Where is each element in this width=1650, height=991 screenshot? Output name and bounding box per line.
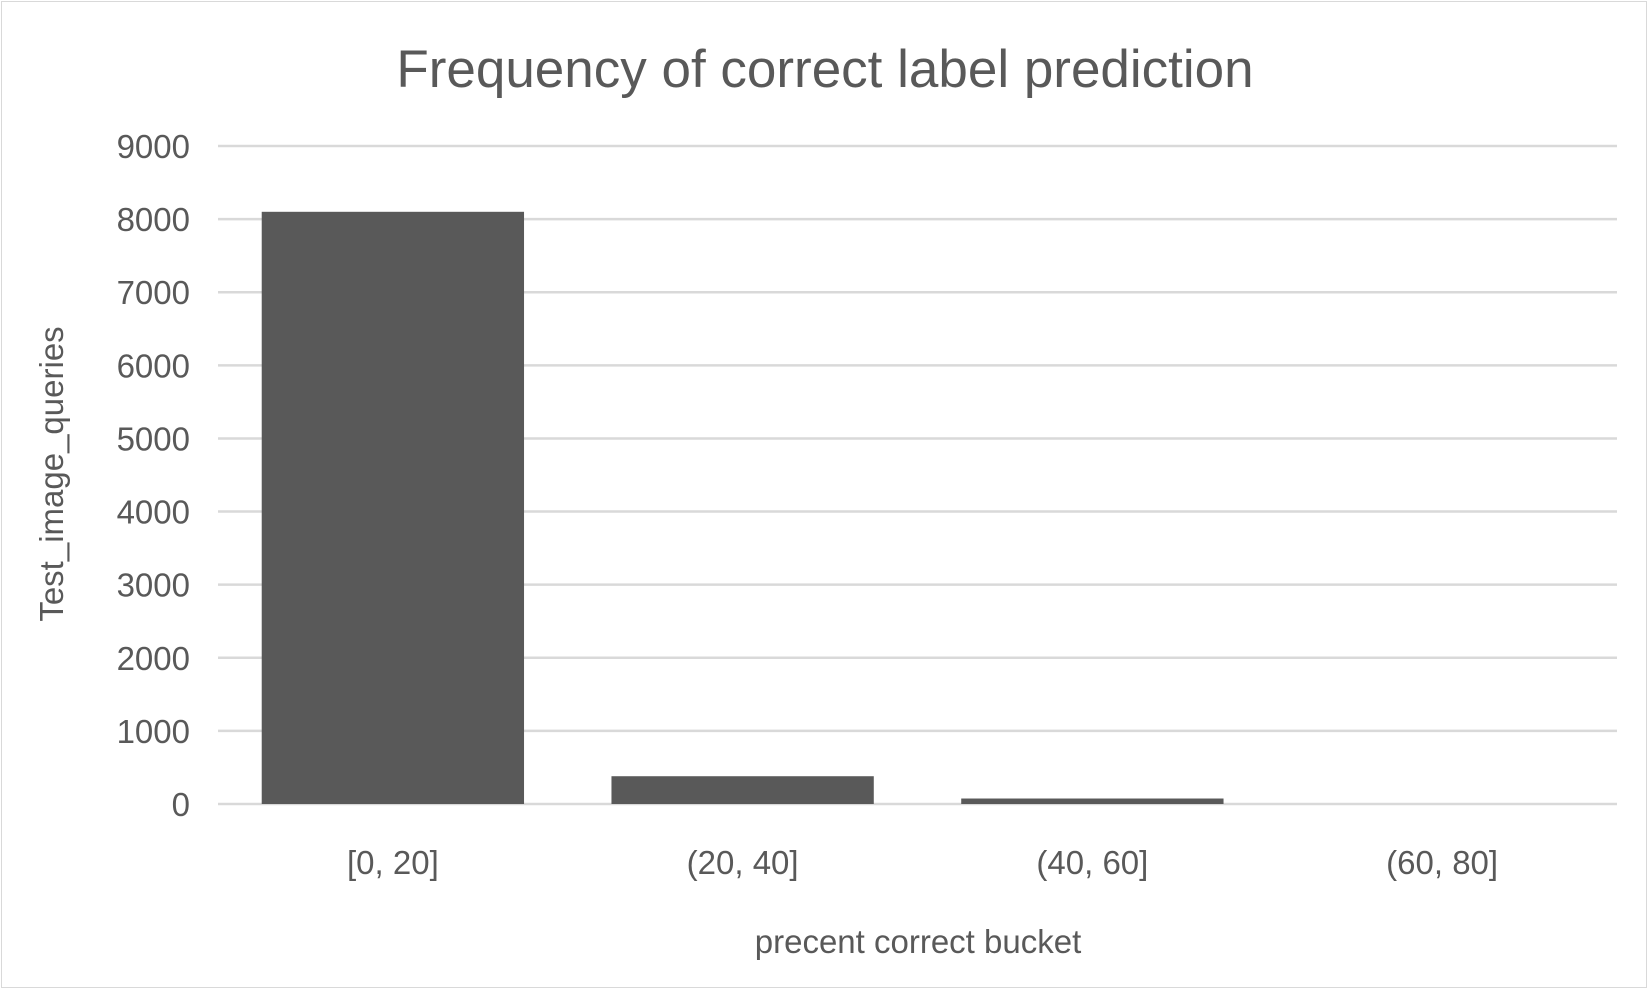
- x-tick-label: (20, 40]: [687, 844, 799, 881]
- y-tick-label: 5000: [117, 420, 190, 457]
- x-tick-label: (40, 60]: [1036, 844, 1148, 881]
- x-tick-label: (60, 80]: [1386, 844, 1498, 881]
- bars: [261, 211, 1224, 805]
- x-axis-label: precent correct bucket: [755, 923, 1082, 960]
- y-tick-label: 7000: [117, 274, 190, 311]
- y-tick-label: 2000: [117, 640, 190, 677]
- x-tick-label: [0, 20]: [347, 844, 439, 881]
- y-axis-label: Test_image_queries: [33, 326, 70, 621]
- y-axis-tick-labels: 0 1000 2000 3000 4000 5000 6000 7000 8000 9000: [117, 128, 190, 823]
- y-tick-label: 4000: [117, 494, 190, 531]
- bar: [261, 211, 525, 805]
- bar: [611, 776, 874, 804]
- bar: [961, 798, 1224, 804]
- y-tick-label: 6000: [117, 347, 190, 384]
- y-tick-label: 1000: [117, 713, 190, 750]
- y-tick-label: 0: [172, 786, 190, 823]
- x-axis-tick-labels: [0, 20] (20, 40] (40, 60] (60, 80]: [347, 844, 1498, 881]
- y-tick-label: 8000: [117, 201, 190, 238]
- y-tick-label: 9000: [117, 128, 190, 165]
- chart-title: Frequency of correct label prediction: [396, 40, 1253, 99]
- y-tick-label: 3000: [117, 567, 190, 604]
